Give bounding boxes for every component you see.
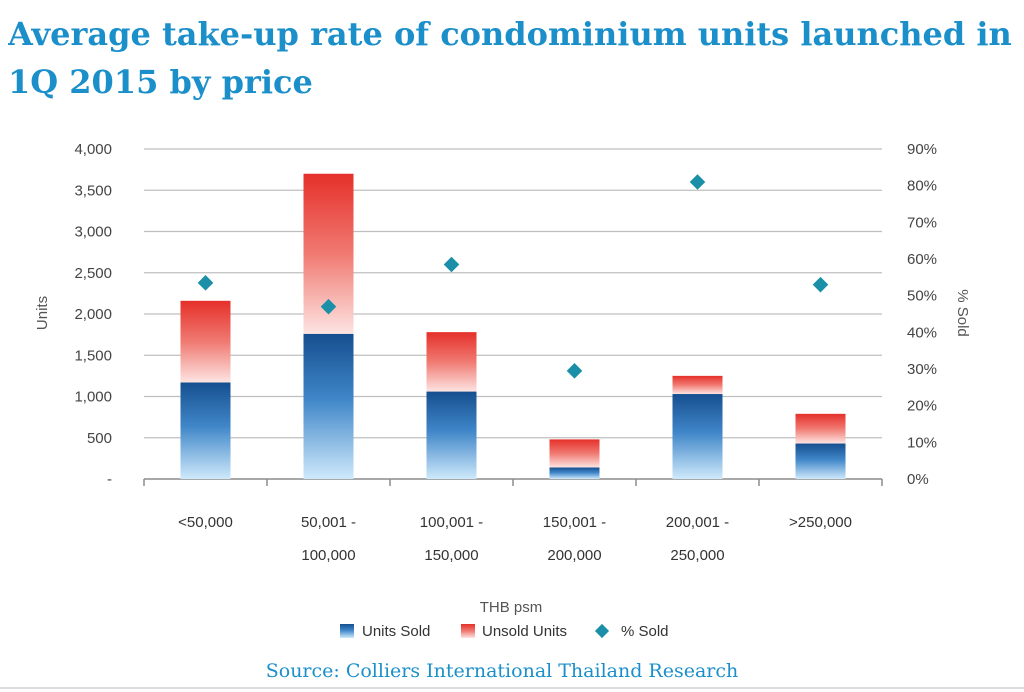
bar-units-sold — [672, 394, 723, 479]
point-pct-sold — [812, 276, 829, 293]
y2-tick-label: 70% — [907, 214, 937, 231]
bar-unsold-units — [672, 375, 723, 395]
bar-unsold-units — [549, 439, 600, 468]
x-axis-title: THB psm — [480, 599, 543, 616]
x-tick-label: 50,001 - — [301, 514, 356, 531]
y2-axis-title: % Sold — [954, 289, 971, 337]
point-pct-sold — [566, 363, 583, 379]
bottom-divider — [0, 687, 1024, 689]
x-tick-label: 200,000 — [547, 547, 601, 564]
y2-tick-label: 90% — [907, 141, 937, 158]
y2-tick-label: 60% — [907, 251, 937, 268]
bar-units-sold — [549, 467, 600, 479]
y-tick-label: 3,500 — [74, 182, 112, 199]
y-axis-title: Units — [34, 296, 51, 330]
y2-tick-label: 10% — [907, 434, 937, 451]
y-tick-label: 1,500 — [74, 347, 112, 364]
legend: Units Sold Unsold Units % Sold — [340, 623, 669, 640]
y-tick-label: 1,000 — [74, 389, 112, 406]
y-tick-label: - — [107, 471, 112, 488]
point-pct-sold — [197, 275, 214, 291]
point-pct-sold — [689, 174, 706, 190]
y-tick-label: 500 — [87, 430, 112, 447]
chart-title: Average take-up rate of condominium unit… — [8, 15, 1012, 101]
y2-tick-label: 30% — [907, 361, 937, 378]
x-tick-label: >250,000 — [789, 514, 852, 531]
legend-swatch-units-sold — [340, 624, 354, 638]
x-tick-label: 100,001 - — [420, 514, 483, 531]
y2-tick-label: 50% — [907, 288, 937, 305]
x-tick-label: 150,000 — [424, 547, 478, 564]
y-tick-label: 2,000 — [74, 306, 112, 323]
legend-swatch-unsold-units — [461, 624, 475, 638]
legend-marker-pct-sold — [594, 623, 610, 639]
point-pct-sold — [443, 256, 460, 273]
x-tick-label: 250,000 — [670, 547, 724, 564]
y-tick-label: 3,000 — [74, 224, 112, 241]
bar-units-sold — [303, 333, 354, 479]
y2-tick-label: 0% — [907, 471, 929, 488]
source-note: Source: Colliers International Thailand … — [265, 660, 739, 682]
y-tick-label: 4,000 — [74, 141, 112, 158]
y2-tick-label: 80% — [907, 178, 937, 195]
bar-unsold-units — [180, 300, 231, 383]
y-tick-label: 2,500 — [74, 265, 112, 282]
y2-tick-label: 40% — [907, 324, 937, 341]
y2-tick-label: 20% — [907, 398, 937, 415]
legend-label-pct-sold: % Sold — [621, 623, 669, 640]
chart: - 500 1,000 1,500 2,000 2,500 3,000 3,500 4,000 0… — [34, 141, 971, 640]
x-tick-label: 100,000 — [301, 547, 355, 564]
x-tick-label: <50,000 — [178, 514, 233, 531]
legend-label-units-sold: Units Sold — [362, 623, 430, 640]
x-tick-label: 200,001 - — [666, 514, 729, 531]
legend-label-unsold-units: Unsold Units — [482, 623, 567, 640]
bar-units-sold — [180, 382, 231, 479]
bar-unsold-units — [426, 332, 477, 392]
bar-unsold-units — [795, 413, 846, 444]
x-tick-label: 150,001 - — [543, 514, 606, 531]
bar-units-sold — [795, 443, 846, 479]
bar-units-sold — [426, 391, 477, 479]
